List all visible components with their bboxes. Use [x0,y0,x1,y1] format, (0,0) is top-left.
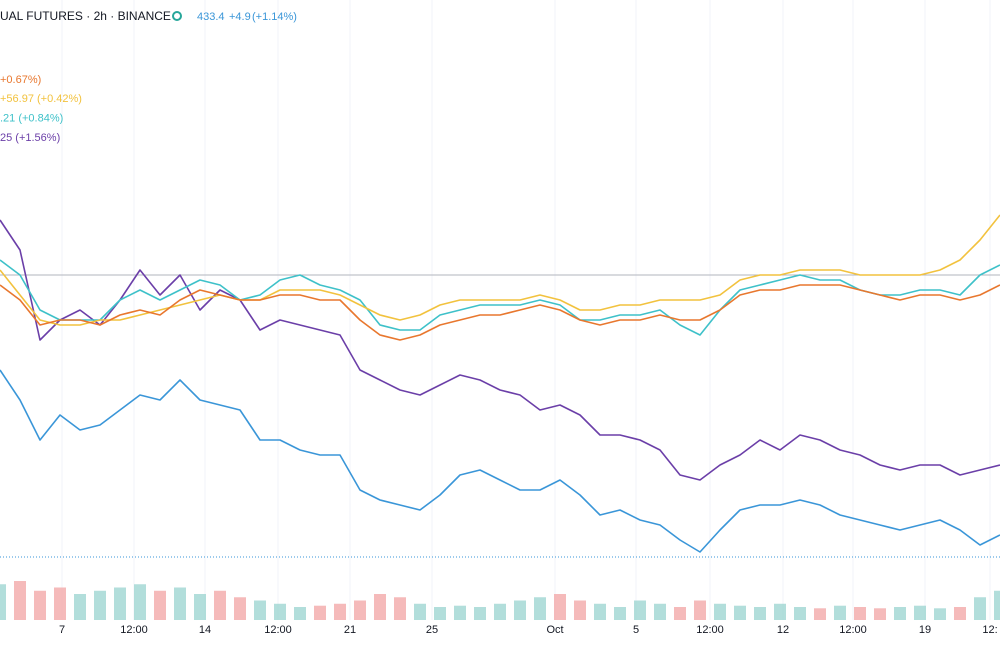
volume-bar [474,607,486,620]
x-tick-label: 5 [633,624,639,636]
series-line [0,284,1000,341]
volume-bar [194,594,206,620]
change: +4.9 [229,11,251,23]
volume-bar [674,607,686,620]
volume-bar [34,590,46,620]
volume-bar [614,607,626,620]
legend-entry: 25 (+1.56%) [0,132,60,144]
volume-bar [694,600,706,620]
x-tick-label: 25 [426,624,438,636]
volume-bar [294,607,306,620]
volume-bar [214,590,226,620]
volume-bar [494,603,506,620]
x-tick-label: 12 [777,624,789,636]
volume-bar [534,597,546,620]
volume-bar [434,607,446,620]
volume-bar [554,594,566,620]
volume-bar [254,600,266,620]
x-tick-label: 12: [982,624,997,636]
volume-bar [734,605,746,620]
volume-bar [774,603,786,620]
x-tick-label: 12:00 [696,624,724,636]
legend-entry: +0.67%) [0,74,41,86]
series-line [0,214,1000,326]
volume-bar [954,607,966,620]
volume-bar [0,584,6,620]
x-tick-label: 12:00 [264,624,292,636]
volume-bar [874,608,886,620]
x-tick-label: 12:00 [120,624,148,636]
volume-bar [634,600,646,620]
volume-bar [594,603,606,620]
x-tick-label: 7 [59,624,65,636]
volume-bar [174,587,186,620]
volume-bar [314,605,326,620]
status-dot [172,11,182,21]
volume-bar [894,607,906,620]
x-tick-label: 14 [199,624,211,636]
change-pct: (+1.14%) [252,11,297,23]
volume-bar [54,587,66,620]
volume-bar [354,600,366,620]
legend-entry: .21 (+0.84%) [0,113,63,125]
x-tick-label: 12:00 [839,624,867,636]
volume-bar [154,590,166,620]
volume-bar [234,597,246,620]
symbol: UAL FUTURES · 2h · BINANCE [0,9,171,23]
volume-bar [814,608,826,620]
volume-bar [934,608,946,620]
volume-bar [414,603,426,620]
x-tick-label: 19 [919,624,931,636]
volume-bar [714,603,726,620]
volume-bar [994,590,1000,620]
volume-bar [574,600,586,620]
volume-bar [854,607,866,620]
volume-bar [14,581,26,620]
volume-bar [274,603,286,620]
volume-bar [914,605,926,620]
x-tick-label: 21 [344,624,356,636]
series-line [0,369,1000,553]
volume-bar [514,600,526,620]
price: 433.4 [197,11,225,23]
series-line [0,259,1000,336]
volume-bar [654,603,666,620]
volume-bar [974,597,986,620]
volume-bar [834,605,846,620]
volume-bar [114,587,126,620]
volume-bar [374,594,386,620]
series-line [0,219,1000,481]
legend-entry: +56.97 (+0.42%) [0,93,82,105]
volume-bar [454,605,466,620]
volume-bar [754,607,766,620]
x-tick-label: Oct [546,624,563,636]
volume-bar [394,597,406,620]
volume-bar [794,607,806,620]
volume-bar [134,584,146,620]
volume-bar [94,590,106,620]
volume-bar [334,603,346,620]
volume-bar [74,594,86,620]
